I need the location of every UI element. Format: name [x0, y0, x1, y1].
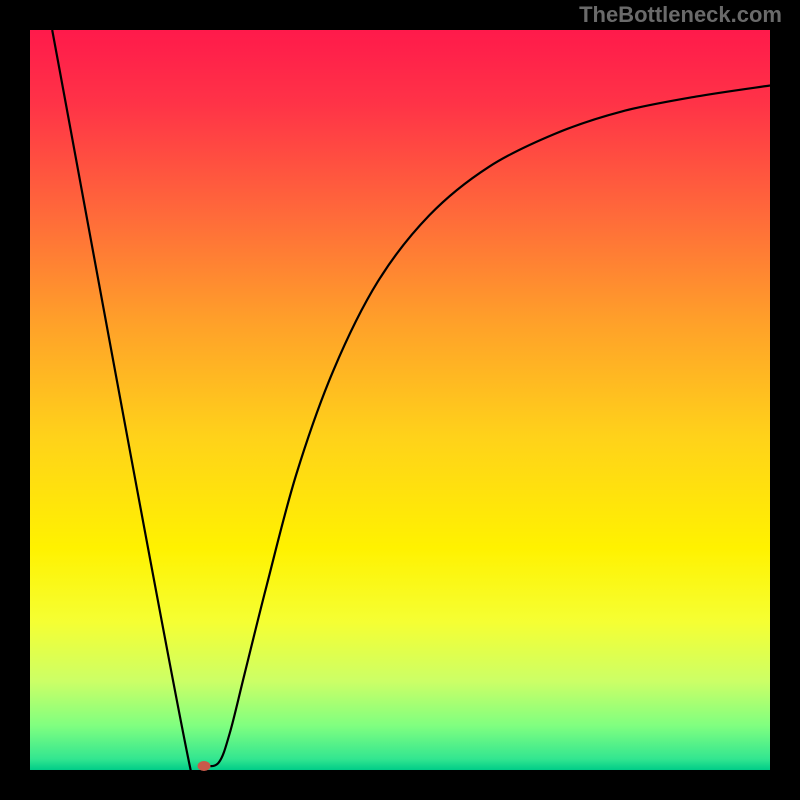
watermark-text: TheBottleneck.com [579, 2, 782, 28]
bottleneck-curve [30, 30, 770, 770]
plot-area [30, 30, 770, 770]
chart-container: TheBottleneck.com [0, 0, 800, 800]
optimal-point-marker [197, 761, 210, 771]
